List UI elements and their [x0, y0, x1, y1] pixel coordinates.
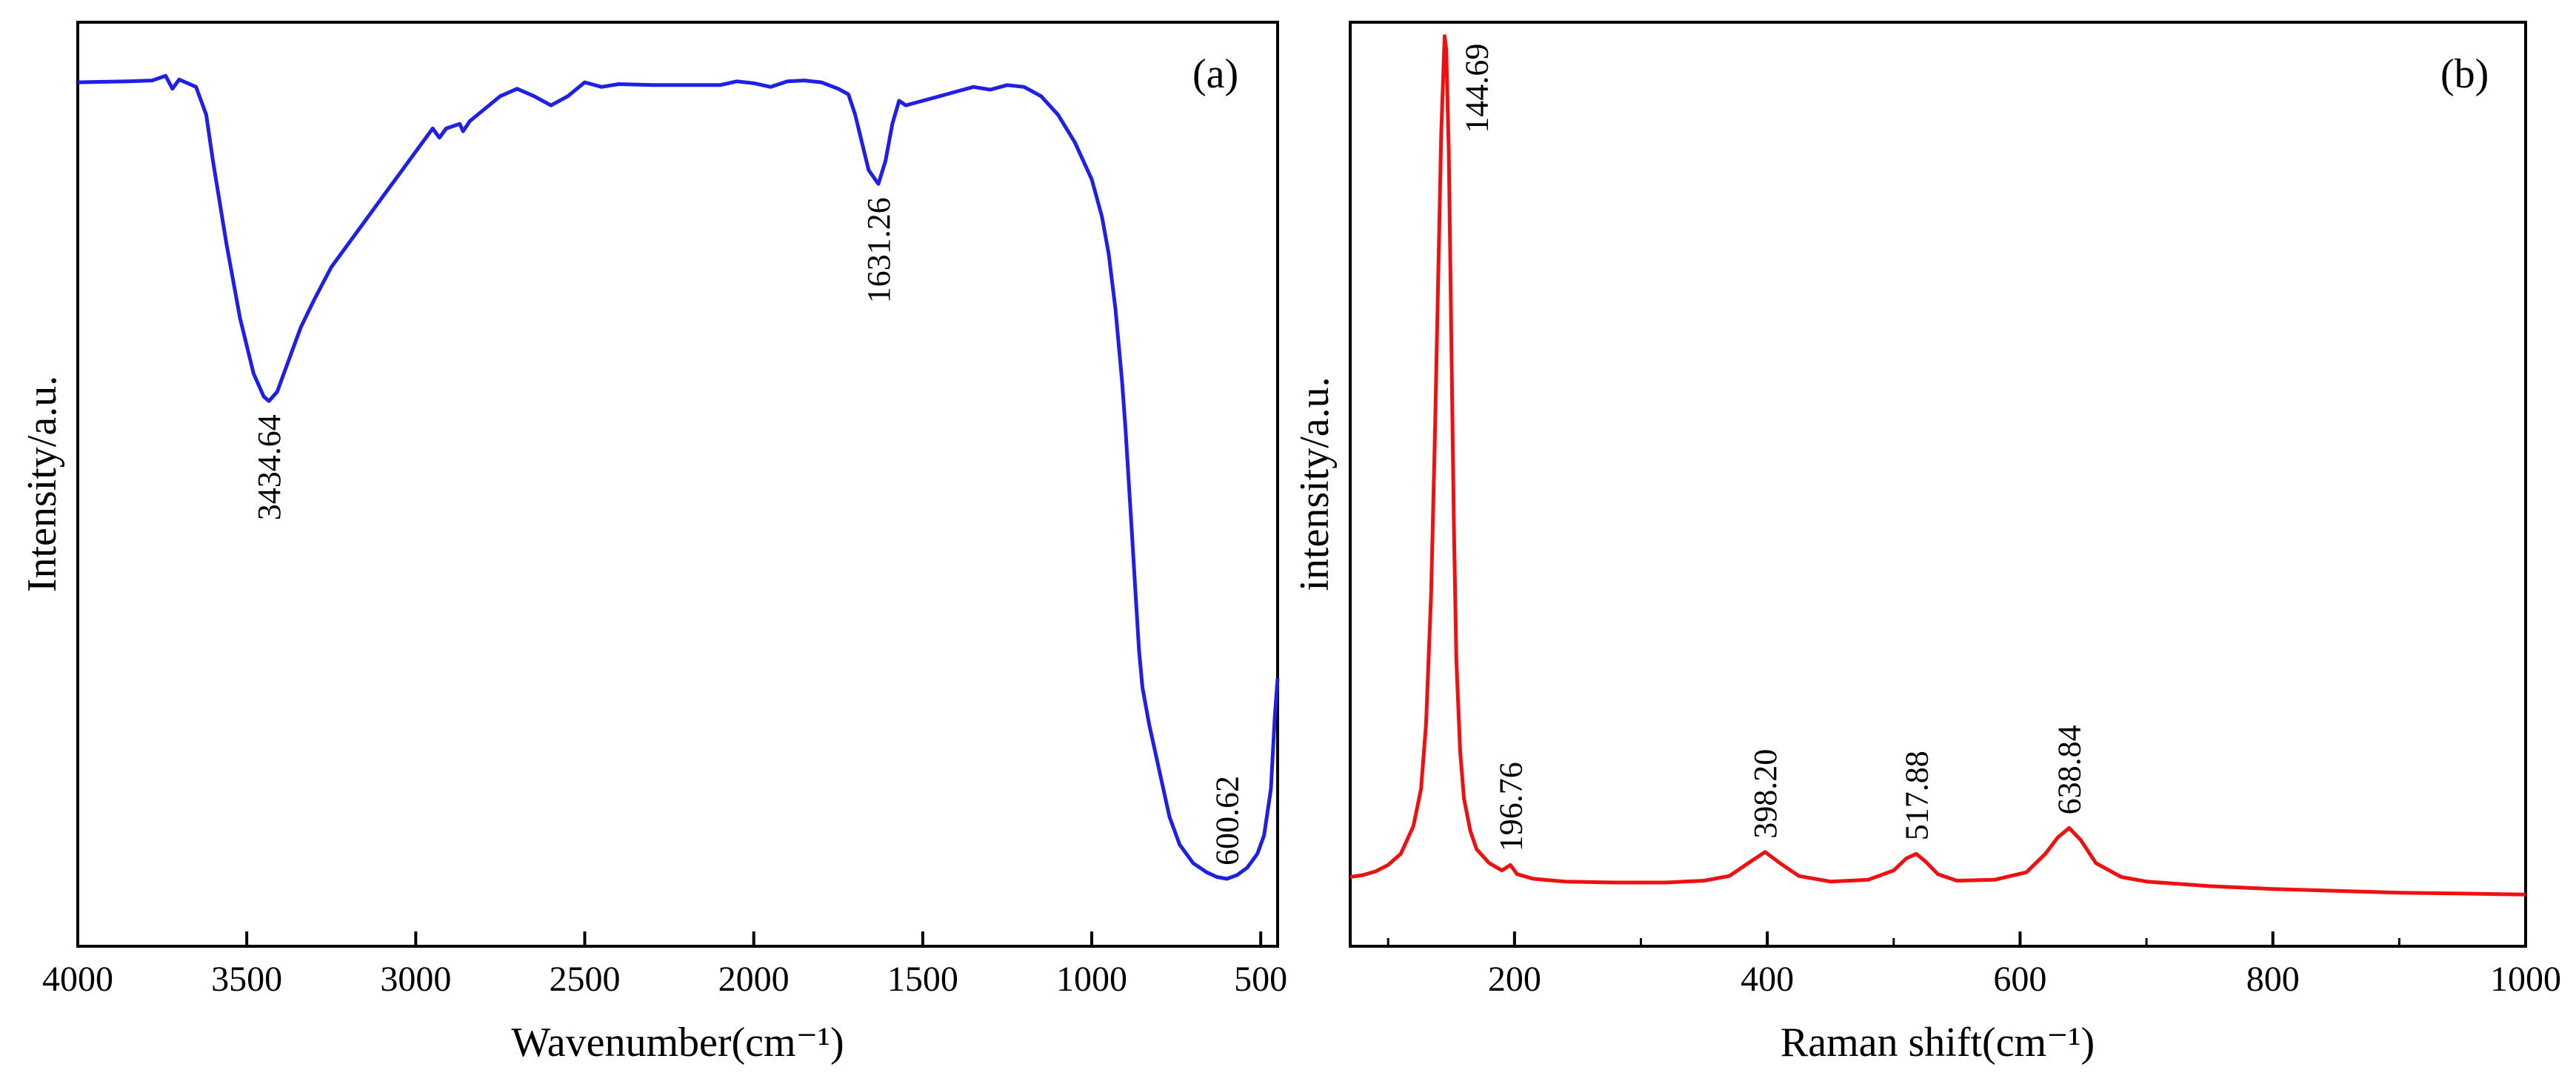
x-tick-label: 600	[1993, 960, 2046, 999]
ftir-y-axis-title: Intensity/a.u.	[19, 376, 65, 592]
peak-label: 1631.26	[861, 197, 897, 303]
ftir-series-line	[77, 73, 1280, 881]
x-tick-label: 800	[2246, 960, 2300, 999]
x-tick-label: 500	[1234, 960, 1287, 999]
x-tick-label: 1000	[1056, 960, 1127, 999]
x-tick-label: 1500	[887, 960, 958, 999]
peak-label: 398.20	[1747, 749, 1783, 839]
x-tick-label: 1000	[2490, 960, 2561, 999]
x-tick-label: 2500	[550, 960, 621, 999]
raman-series-line	[1349, 34, 2526, 897]
peak-label: 517.88	[1898, 751, 1935, 840]
peak-label: 600.62	[1209, 776, 1245, 865]
ftir-x-ticks: 4000 3500 3000 2500 2000 1500 1000 500	[42, 931, 1287, 999]
x-tick-label: 4000	[42, 960, 113, 999]
peak-label: 144.69	[1459, 44, 1495, 133]
x-tick-label: 400	[1741, 960, 1794, 999]
ftir-x-axis-title: Wavenumber(cm⁻¹)	[511, 1020, 844, 1066]
peak-label: 196.76	[1492, 762, 1529, 851]
x-tick-label: 3500	[211, 960, 282, 999]
x-tick-label: 200	[1488, 960, 1541, 999]
peak-label: 638.84	[2052, 725, 2088, 814]
raman-y-axis-title: intensity/a.u.	[1292, 376, 1338, 591]
x-tick-label: 2000	[718, 960, 790, 999]
x-tick-label: 3000	[380, 960, 451, 999]
raman-x-axis-title: Raman shift(cm⁻¹)	[1781, 1020, 2095, 1066]
raman-plot-frame	[1349, 21, 2527, 948]
ftir-peak-labels: 3434.64 1631.26 600.62	[251, 197, 1245, 865]
peak-label: 3434.64	[251, 414, 287, 520]
raman-x-ticks: 200 400 600 800 1000	[1387, 931, 2561, 999]
ftir-panel: 4000 3500 3000 2500 2000 1500 1000 500 3434.64 1…	[19, 21, 1287, 1066]
ftir-panel-label: (a)	[1192, 51, 1238, 97]
ftir-plot-frame	[76, 21, 1279, 948]
raman-panel-label: (b)	[2440, 51, 2489, 97]
raman-panel: 200 400 600 800 1000 144.69 196.76 398.20 517.8…	[1292, 21, 2561, 1066]
raman-peak-labels: 144.69 196.76 398.20 517.88 638.84	[1459, 44, 2088, 852]
